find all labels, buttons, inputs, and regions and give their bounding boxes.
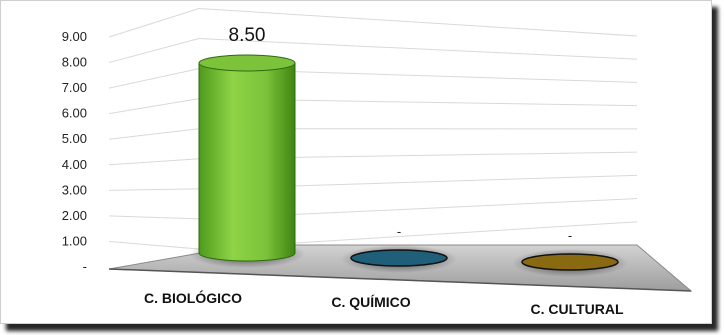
y-tick-label: 9.00	[62, 29, 87, 44]
y-tick-label: 2.00	[62, 208, 87, 223]
y-tick-label: 4.00	[62, 157, 87, 172]
y-tick-label: 5.00	[62, 131, 87, 146]
category-label: C. CULTURAL	[530, 301, 624, 317]
grid-line	[108, 68, 638, 89]
grid-line	[108, 38, 638, 64]
y-tick-label: -	[83, 259, 87, 274]
y-tick-label: 6.00	[62, 106, 87, 121]
y-tick-label: 7.00	[62, 80, 87, 95]
category-label: C. QUÍMICO	[331, 294, 410, 310]
y-axis: - 1.00 2.00 3.00 4.00 5.00 6.00 7.00 8.00 9.00	[62, 29, 87, 274]
grid-line	[108, 128, 638, 140]
bar-chart: - 1.00 2.00 3.00 4.00 5.00 6.00 7.00 8.00 9.00 8.…	[62, 7, 693, 317]
bar	[521, 253, 619, 271]
category-label: C. BIOLÓGICO	[144, 289, 242, 306]
data-label: -	[397, 224, 401, 239]
bar	[350, 249, 448, 267]
grid-line	[108, 174, 638, 191]
y-tick-label: 1.00	[62, 233, 87, 248]
y-tick-label: 3.00	[62, 182, 87, 197]
grid-line	[108, 7, 638, 38]
grid-line	[108, 198, 638, 220]
bar-top	[198, 54, 296, 72]
data-label: -	[568, 228, 572, 243]
grid-lines	[108, 7, 638, 250]
data-labels: 8.50 - -	[229, 25, 573, 243]
bar	[198, 62, 296, 262]
bars	[189, 54, 628, 277]
data-label: 8.50	[229, 25, 266, 46]
grid-line	[108, 151, 638, 166]
grid-line	[108, 98, 638, 115]
chart-frame: - 1.00 2.00 3.00 4.00 5.00 6.00 7.00 8.00 9.00 8.…	[0, 0, 712, 324]
x-axis-line	[108, 268, 692, 292]
x-axis: C. BIOLÓGICO C. QUÍMICO C. CULTURAL	[144, 289, 624, 317]
y-tick-label: 8.00	[62, 55, 87, 70]
